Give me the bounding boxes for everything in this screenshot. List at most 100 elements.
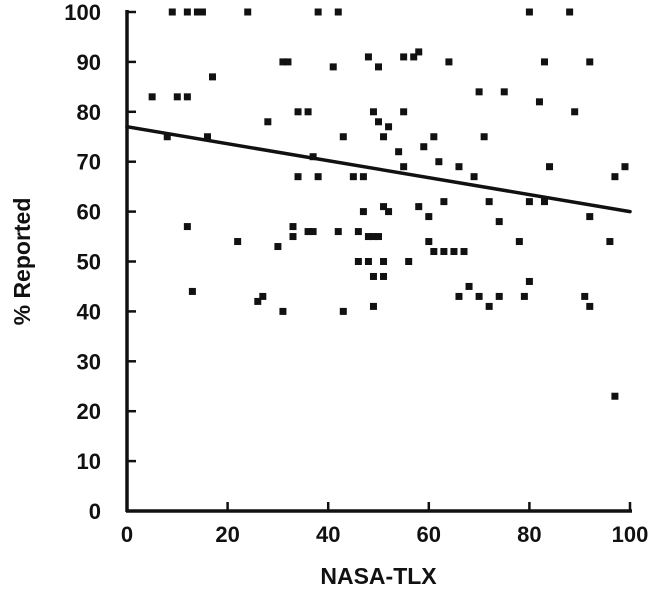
x-axis-title: NASA-TLX [320,563,437,589]
data-point [380,272,388,280]
data-point [525,198,533,206]
x-tick-label: 40 [316,522,340,547]
data-point [284,58,292,66]
axes [125,10,632,513]
data-point [168,8,176,16]
data-point [314,8,322,16]
data-point [410,53,418,61]
data-point [450,248,458,256]
data-point [435,158,443,166]
data-point [289,223,297,231]
data-point [395,148,403,156]
data-point [495,218,503,226]
data-point [400,163,408,171]
data-point [203,133,211,141]
data-point [369,272,377,280]
data-point [465,282,473,290]
data-point [540,58,548,66]
data-point [148,93,156,101]
data-point [375,118,382,126]
y-tick-label: 90 [77,50,101,75]
data-point [440,248,448,256]
data-point [520,292,528,300]
data-point [571,108,579,116]
data-point [606,238,614,246]
data-point [193,8,201,16]
data-point [480,133,488,141]
data-point [188,287,196,295]
y-tick-label: 50 [77,250,101,275]
data-point [173,93,181,101]
data-point [546,163,554,171]
y-tick-label: 60 [77,200,101,225]
data-point [334,228,342,236]
data-point [621,163,629,171]
y-tick-label: 10 [77,449,101,474]
data-point [369,233,377,241]
data-point [309,228,317,236]
data-point [244,8,252,16]
data-point [274,243,282,251]
y-axis-ticks: 0 10 20 30 40 50 60 70 80 90 100 [64,0,136,524]
data-point [375,233,382,241]
data-point [581,292,589,300]
data-point [425,213,433,221]
data-point [183,8,191,16]
y-tick-label: 100 [64,0,101,25]
data-point [339,133,347,141]
data-point [254,297,262,305]
data-point [425,238,433,246]
data-point [475,292,483,300]
data-point [183,93,191,101]
data-point [380,133,388,141]
data-point [385,208,393,216]
data-point [354,258,362,265]
data-point [294,108,302,116]
data-point [540,198,548,206]
x-tick-label: 80 [517,522,541,547]
x-axis-ticks: 0 20 40 60 80 100 [121,502,648,547]
data-point [611,173,619,181]
y-tick-label: 30 [77,349,101,374]
data-point [420,143,428,151]
data-point [485,198,493,206]
data-point [234,238,242,246]
data-point [289,233,297,241]
data-point [586,58,594,66]
data-point [385,123,393,131]
y-axis-title: % Reported [9,198,35,326]
data-point [400,108,408,116]
data-point [380,203,388,211]
data-point [264,118,272,126]
data-point [339,307,347,315]
data-point [430,133,438,141]
data-point [209,73,217,81]
data-point [525,277,533,285]
y-tick-label: 70 [77,150,101,175]
data-point [405,258,413,265]
data-point [359,173,367,181]
x-tick-label: 60 [417,522,441,547]
data-point [586,302,594,310]
data-point [470,173,478,181]
data-point [500,88,508,96]
data-point [586,213,594,221]
data-point [304,228,312,236]
data-point [415,203,423,211]
data-point [445,58,453,66]
data-point [183,223,191,231]
data-point [369,108,377,116]
data-point [495,292,503,300]
data-point [359,208,367,216]
data-point [329,63,337,71]
data-point [304,108,312,116]
data-point [259,292,267,300]
data-point [415,48,423,56]
y-tick-label: 40 [77,299,101,324]
data-point [364,233,372,241]
data-point [566,8,574,16]
data-point [455,163,463,171]
data-point [279,307,287,315]
data-point [279,58,287,66]
